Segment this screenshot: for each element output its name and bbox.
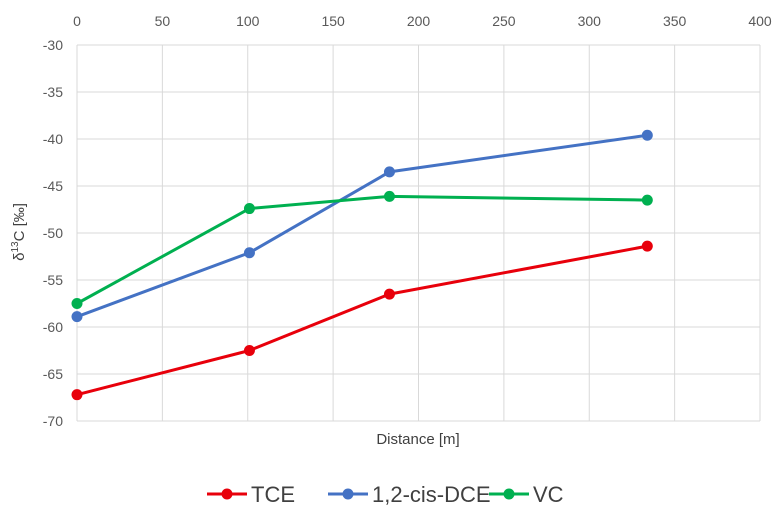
series-group [71, 129, 653, 401]
data-point-1-2-cis-dce [243, 247, 255, 259]
legend-label: VC [533, 482, 564, 507]
series-line-1-2-cis-dce [76, 133, 648, 319]
legend-item-vc: VC [489, 482, 564, 507]
legend-item-tce: TCE [207, 482, 295, 507]
y-tick-label: -65 [43, 366, 63, 382]
data-point-vc [243, 203, 255, 215]
legend-marker [503, 488, 515, 500]
x-tick-label: 300 [578, 13, 602, 29]
legend-item-1-2-cis-dce: 1,2-cis-DCE [328, 482, 491, 507]
y-tick-label: -50 [43, 225, 63, 241]
series-vc [71, 190, 653, 309]
series-line-vc [76, 194, 648, 305]
legend-marker [342, 488, 354, 500]
legend-label: 1,2-cis-DCE [372, 482, 491, 507]
series-line-tce [76, 244, 648, 397]
data-point-1-2-cis-dce [71, 311, 83, 323]
x-tick-label: 150 [321, 13, 345, 29]
x-axis-ticks: 0 50 100 150 200 250 300 350 400 [73, 13, 772, 29]
gridlines [76, 44, 761, 422]
y-axis-title-suffix: C [‰] [11, 203, 28, 241]
data-point-tce [243, 345, 255, 356]
y-tick-label: -55 [43, 272, 63, 288]
data-point-tce [383, 288, 395, 300]
y-tick-label: -70 [43, 413, 63, 429]
data-point-tce [71, 389, 83, 401]
data-point-1-2-cis-dce [383, 166, 395, 178]
y-axis-title-prefix: δ [11, 253, 28, 261]
y-tick-label: -45 [43, 178, 63, 194]
y-tick-label: -30 [43, 37, 63, 53]
data-point-vc [641, 194, 653, 206]
y-tick-label: -60 [43, 319, 63, 335]
y-axis-title-superscript: 13 [10, 241, 21, 253]
data-point-vc [383, 190, 395, 202]
legend-marker [221, 488, 233, 500]
legend: TCE 1,2-cis-DCE VC [207, 482, 564, 507]
y-tick-label: -35 [43, 84, 63, 100]
data-point-tce [641, 240, 653, 252]
y-axis-ticks: -30 -35 -40 -45 -50 -55 -60 -65 -70 [43, 37, 63, 429]
data-point-1-2-cis-dce [641, 129, 653, 141]
series-tce [71, 240, 653, 401]
data-point-vc [71, 298, 83, 309]
x-tick-label: 50 [155, 13, 171, 29]
x-tick-label: 350 [663, 13, 687, 29]
x-tick-label: 0 [73, 13, 81, 29]
x-tick-label: 400 [748, 13, 772, 29]
x-tick-label: 250 [492, 13, 516, 29]
x-tick-label: 100 [236, 13, 260, 29]
y-axis-title: δ13C [‰] [10, 203, 28, 261]
x-axis-title: Distance [m] [376, 431, 459, 448]
series-1-2-cis-dce [71, 129, 653, 323]
x-tick-label: 200 [407, 13, 431, 29]
y-tick-label: -40 [43, 131, 63, 147]
legend-label: TCE [251, 482, 295, 507]
